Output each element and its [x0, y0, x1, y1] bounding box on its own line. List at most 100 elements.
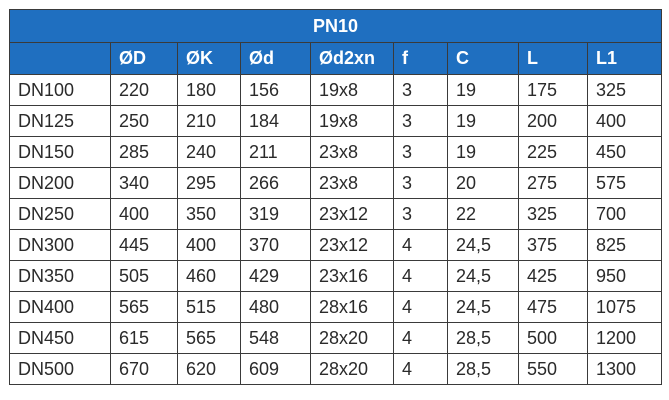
cell: 4: [393, 353, 448, 385]
cell: 175: [518, 74, 588, 106]
cell: 4: [393, 291, 448, 323]
cell: 210: [177, 105, 241, 137]
cell: 515: [177, 291, 241, 323]
row-label: DN250: [9, 198, 111, 230]
cell: 180: [177, 74, 241, 106]
cell: 450: [586, 136, 663, 168]
table-row: DN125 250 210 184 19x8 3 19 200 400: [9, 105, 663, 137]
cell: 22: [447, 198, 519, 230]
cell: 266: [240, 167, 311, 199]
cell: 375: [518, 229, 588, 261]
cell: 3: [393, 198, 448, 230]
cell: 240: [177, 136, 241, 168]
header-cell: L: [518, 42, 588, 75]
cell: 400: [586, 105, 663, 137]
table-title: PN10: [8, 9, 663, 43]
row-label: DN200: [9, 167, 111, 199]
header-cell: Ød: [240, 42, 311, 75]
header-cell: f: [393, 42, 448, 75]
cell: 19: [447, 105, 519, 137]
header-cell: [9, 42, 111, 75]
row-label: DN100: [9, 74, 111, 106]
cell: 24,5: [447, 260, 519, 292]
cell: 3: [393, 136, 448, 168]
cell: 609: [240, 353, 311, 385]
table-row: DN100 220 180 156 19x8 3 19 175 325: [9, 74, 663, 106]
table-row: DN450 615 565 548 28x20 4 28,5 500 1200: [9, 322, 663, 354]
cell: 319: [240, 198, 311, 230]
row-label: DN150: [9, 136, 111, 168]
cell: 4: [393, 229, 448, 261]
cell: 285: [110, 136, 178, 168]
cell: 275: [518, 167, 588, 199]
cell: 565: [110, 291, 178, 323]
cell: 295: [177, 167, 241, 199]
cell: 211: [240, 136, 311, 168]
cell: 23x16: [310, 260, 394, 292]
cell: 550: [518, 353, 588, 385]
cell: 156: [240, 74, 311, 106]
cell: 4: [393, 322, 448, 354]
cell: 575: [586, 167, 663, 199]
cell: 1075: [586, 291, 663, 323]
cell: 825: [586, 229, 663, 261]
cell: 325: [586, 74, 663, 106]
title-row: PN10: [8, 9, 663, 43]
cell: 425: [518, 260, 588, 292]
cell: 670: [110, 353, 178, 385]
cell: 615: [110, 322, 178, 354]
cell: 370: [240, 229, 311, 261]
cell: 24,5: [447, 291, 519, 323]
cell: 325: [518, 198, 588, 230]
flange-table: PN10 ØD ØK Ød Ød2xn f C L L1 DN100 220 180 156 19x8…: [8, 9, 663, 385]
table-row: DN300 445 400 370 23x12 4 24,5 375 825: [9, 229, 663, 261]
cell: 3: [393, 105, 448, 137]
row-label: DN350: [9, 260, 111, 292]
cell: 28,5: [447, 353, 519, 385]
cell: 445: [110, 229, 178, 261]
cell: 429: [240, 260, 311, 292]
cell: 700: [586, 198, 663, 230]
cell: 505: [110, 260, 178, 292]
cell: 20: [447, 167, 519, 199]
row-label: DN400: [9, 291, 111, 323]
cell: 3: [393, 167, 448, 199]
cell: 220: [110, 74, 178, 106]
cell: 475: [518, 291, 588, 323]
cell: 548: [240, 322, 311, 354]
table-row: DN200 340 295 266 23x8 3 20 275 575: [9, 167, 663, 199]
cell: 23x12: [310, 229, 394, 261]
cell: 500: [518, 322, 588, 354]
cell: 350: [177, 198, 241, 230]
cell: 250: [110, 105, 178, 137]
row-label: DN500: [9, 353, 111, 385]
cell: 28x20: [310, 353, 394, 385]
cell: 200: [518, 105, 588, 137]
table-row: DN350 505 460 429 23x16 4 24,5 425 950: [9, 260, 663, 292]
cell: 565: [177, 322, 241, 354]
cell: 19: [447, 74, 519, 106]
row-label: DN125: [9, 105, 111, 137]
header-cell: ØD: [110, 42, 178, 75]
cell: 4: [393, 260, 448, 292]
cell: 23x12: [310, 198, 394, 230]
header-cell: L1: [586, 42, 663, 75]
cell: 19x8: [310, 105, 394, 137]
cell: 225: [518, 136, 588, 168]
cell: 23x8: [310, 136, 394, 168]
table-row: DN250 400 350 319 23x12 3 22 325 700: [9, 198, 663, 230]
cell: 400: [110, 198, 178, 230]
cell: 620: [177, 353, 241, 385]
cell: 1200: [586, 322, 663, 354]
cell: 24,5: [447, 229, 519, 261]
cell: 3: [393, 74, 448, 106]
cell: 184: [240, 105, 311, 137]
table-row: DN150 285 240 211 23x8 3 19 225 450: [9, 136, 663, 168]
cell: 400: [177, 229, 241, 261]
header-row: ØD ØK Ød Ød2xn f C L L1: [9, 42, 663, 75]
cell: 1300: [586, 353, 663, 385]
cell: 28x16: [310, 291, 394, 323]
cell: 23x8: [310, 167, 394, 199]
header-cell: ØK: [177, 42, 241, 75]
